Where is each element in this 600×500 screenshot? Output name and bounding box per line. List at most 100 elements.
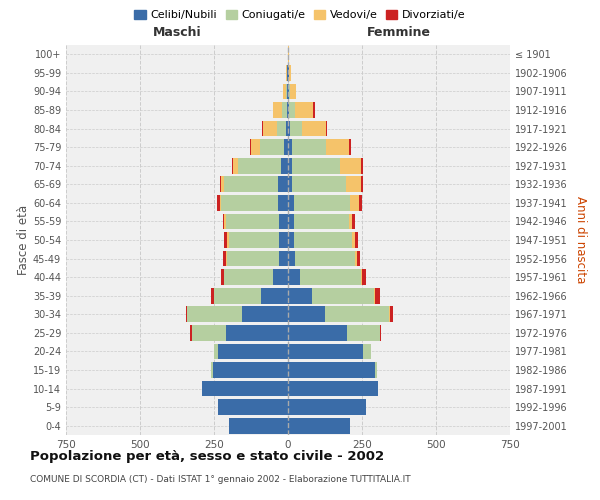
Bar xyxy=(277,120,286,136)
Bar xyxy=(389,306,390,322)
Bar xyxy=(273,269,288,285)
Bar xyxy=(278,176,288,192)
Bar xyxy=(295,250,355,266)
Bar xyxy=(288,158,292,174)
Bar xyxy=(347,325,380,341)
Bar xyxy=(349,214,352,230)
Bar xyxy=(380,325,381,341)
Bar xyxy=(279,214,288,230)
Bar xyxy=(226,325,288,341)
Bar xyxy=(288,399,367,415)
Bar xyxy=(287,102,288,118)
Bar xyxy=(349,140,351,155)
Bar xyxy=(302,120,326,136)
Bar xyxy=(288,250,295,266)
Bar xyxy=(294,195,350,211)
Bar xyxy=(288,120,290,136)
Bar xyxy=(227,250,279,266)
Bar xyxy=(218,399,288,415)
Bar xyxy=(288,140,292,155)
Bar xyxy=(359,195,362,211)
Bar xyxy=(292,140,326,155)
Bar xyxy=(262,288,288,304)
Bar xyxy=(352,214,355,230)
Bar xyxy=(278,195,288,211)
Bar xyxy=(288,380,378,396)
Bar xyxy=(311,288,374,304)
Bar xyxy=(221,195,278,211)
Bar xyxy=(190,325,192,341)
Bar xyxy=(364,344,371,359)
Bar xyxy=(262,120,263,136)
Bar xyxy=(226,250,227,266)
Bar xyxy=(251,140,260,155)
Bar xyxy=(284,140,288,155)
Bar xyxy=(300,269,361,285)
Bar xyxy=(279,250,288,266)
Bar xyxy=(220,195,221,211)
Bar xyxy=(224,269,273,285)
Bar xyxy=(229,418,288,434)
Bar xyxy=(294,232,352,248)
Bar xyxy=(288,362,376,378)
Y-axis label: Anni di nascita: Anni di nascita xyxy=(574,196,587,284)
Bar xyxy=(214,344,218,359)
Text: Popolazione per età, sesso e stato civile - 2002: Popolazione per età, sesso e stato civil… xyxy=(30,450,384,463)
Bar xyxy=(287,84,288,100)
Bar xyxy=(218,344,288,359)
Bar xyxy=(281,158,288,174)
Bar xyxy=(361,158,364,174)
Bar xyxy=(220,176,221,192)
Bar xyxy=(273,102,282,118)
Bar xyxy=(221,269,224,285)
Bar xyxy=(326,120,328,136)
Bar xyxy=(374,288,376,304)
Bar xyxy=(352,232,355,248)
Bar xyxy=(346,176,361,192)
Bar xyxy=(355,232,358,248)
Bar xyxy=(250,140,251,155)
Bar xyxy=(376,362,377,378)
Bar xyxy=(289,84,290,100)
Bar xyxy=(279,232,288,248)
Bar xyxy=(224,232,227,248)
Legend: Celibi/Nubili, Coniugati/e, Vedovi/e, Divorziati/e: Celibi/Nubili, Coniugati/e, Vedovi/e, Di… xyxy=(130,6,470,25)
Bar xyxy=(326,140,349,155)
Bar xyxy=(263,120,277,136)
Bar xyxy=(226,214,279,230)
Bar xyxy=(292,176,346,192)
Bar xyxy=(288,344,364,359)
Bar xyxy=(232,158,233,174)
Text: Femmine: Femmine xyxy=(367,26,431,40)
Bar xyxy=(223,214,224,230)
Bar xyxy=(295,102,313,118)
Bar xyxy=(283,84,286,100)
Bar xyxy=(313,102,314,118)
Bar xyxy=(187,306,242,322)
Bar xyxy=(288,418,350,434)
Bar xyxy=(224,176,278,192)
Text: COMUNE DI SCORDIA (CT) - Dati ISTAT 1° gennaio 2002 - Elaborazione TUTTITALIA.IT: COMUNE DI SCORDIA (CT) - Dati ISTAT 1° g… xyxy=(30,475,410,484)
Bar xyxy=(288,214,294,230)
Bar xyxy=(227,232,229,248)
Bar xyxy=(390,306,393,322)
Text: Maschi: Maschi xyxy=(152,26,202,40)
Bar xyxy=(212,362,288,378)
Bar xyxy=(340,158,361,174)
Bar xyxy=(361,269,362,285)
Bar xyxy=(242,306,288,322)
Bar xyxy=(260,140,284,155)
Bar xyxy=(224,214,226,230)
Bar xyxy=(286,120,288,136)
Bar xyxy=(355,250,357,266)
Bar xyxy=(288,195,294,211)
Bar xyxy=(350,195,359,211)
Bar xyxy=(288,102,289,118)
Y-axis label: Fasce di età: Fasce di età xyxy=(17,205,30,275)
Bar xyxy=(288,84,289,100)
Bar xyxy=(290,120,302,136)
Bar xyxy=(376,288,380,304)
Bar xyxy=(288,288,311,304)
Bar xyxy=(186,306,187,322)
Bar xyxy=(289,102,295,118)
